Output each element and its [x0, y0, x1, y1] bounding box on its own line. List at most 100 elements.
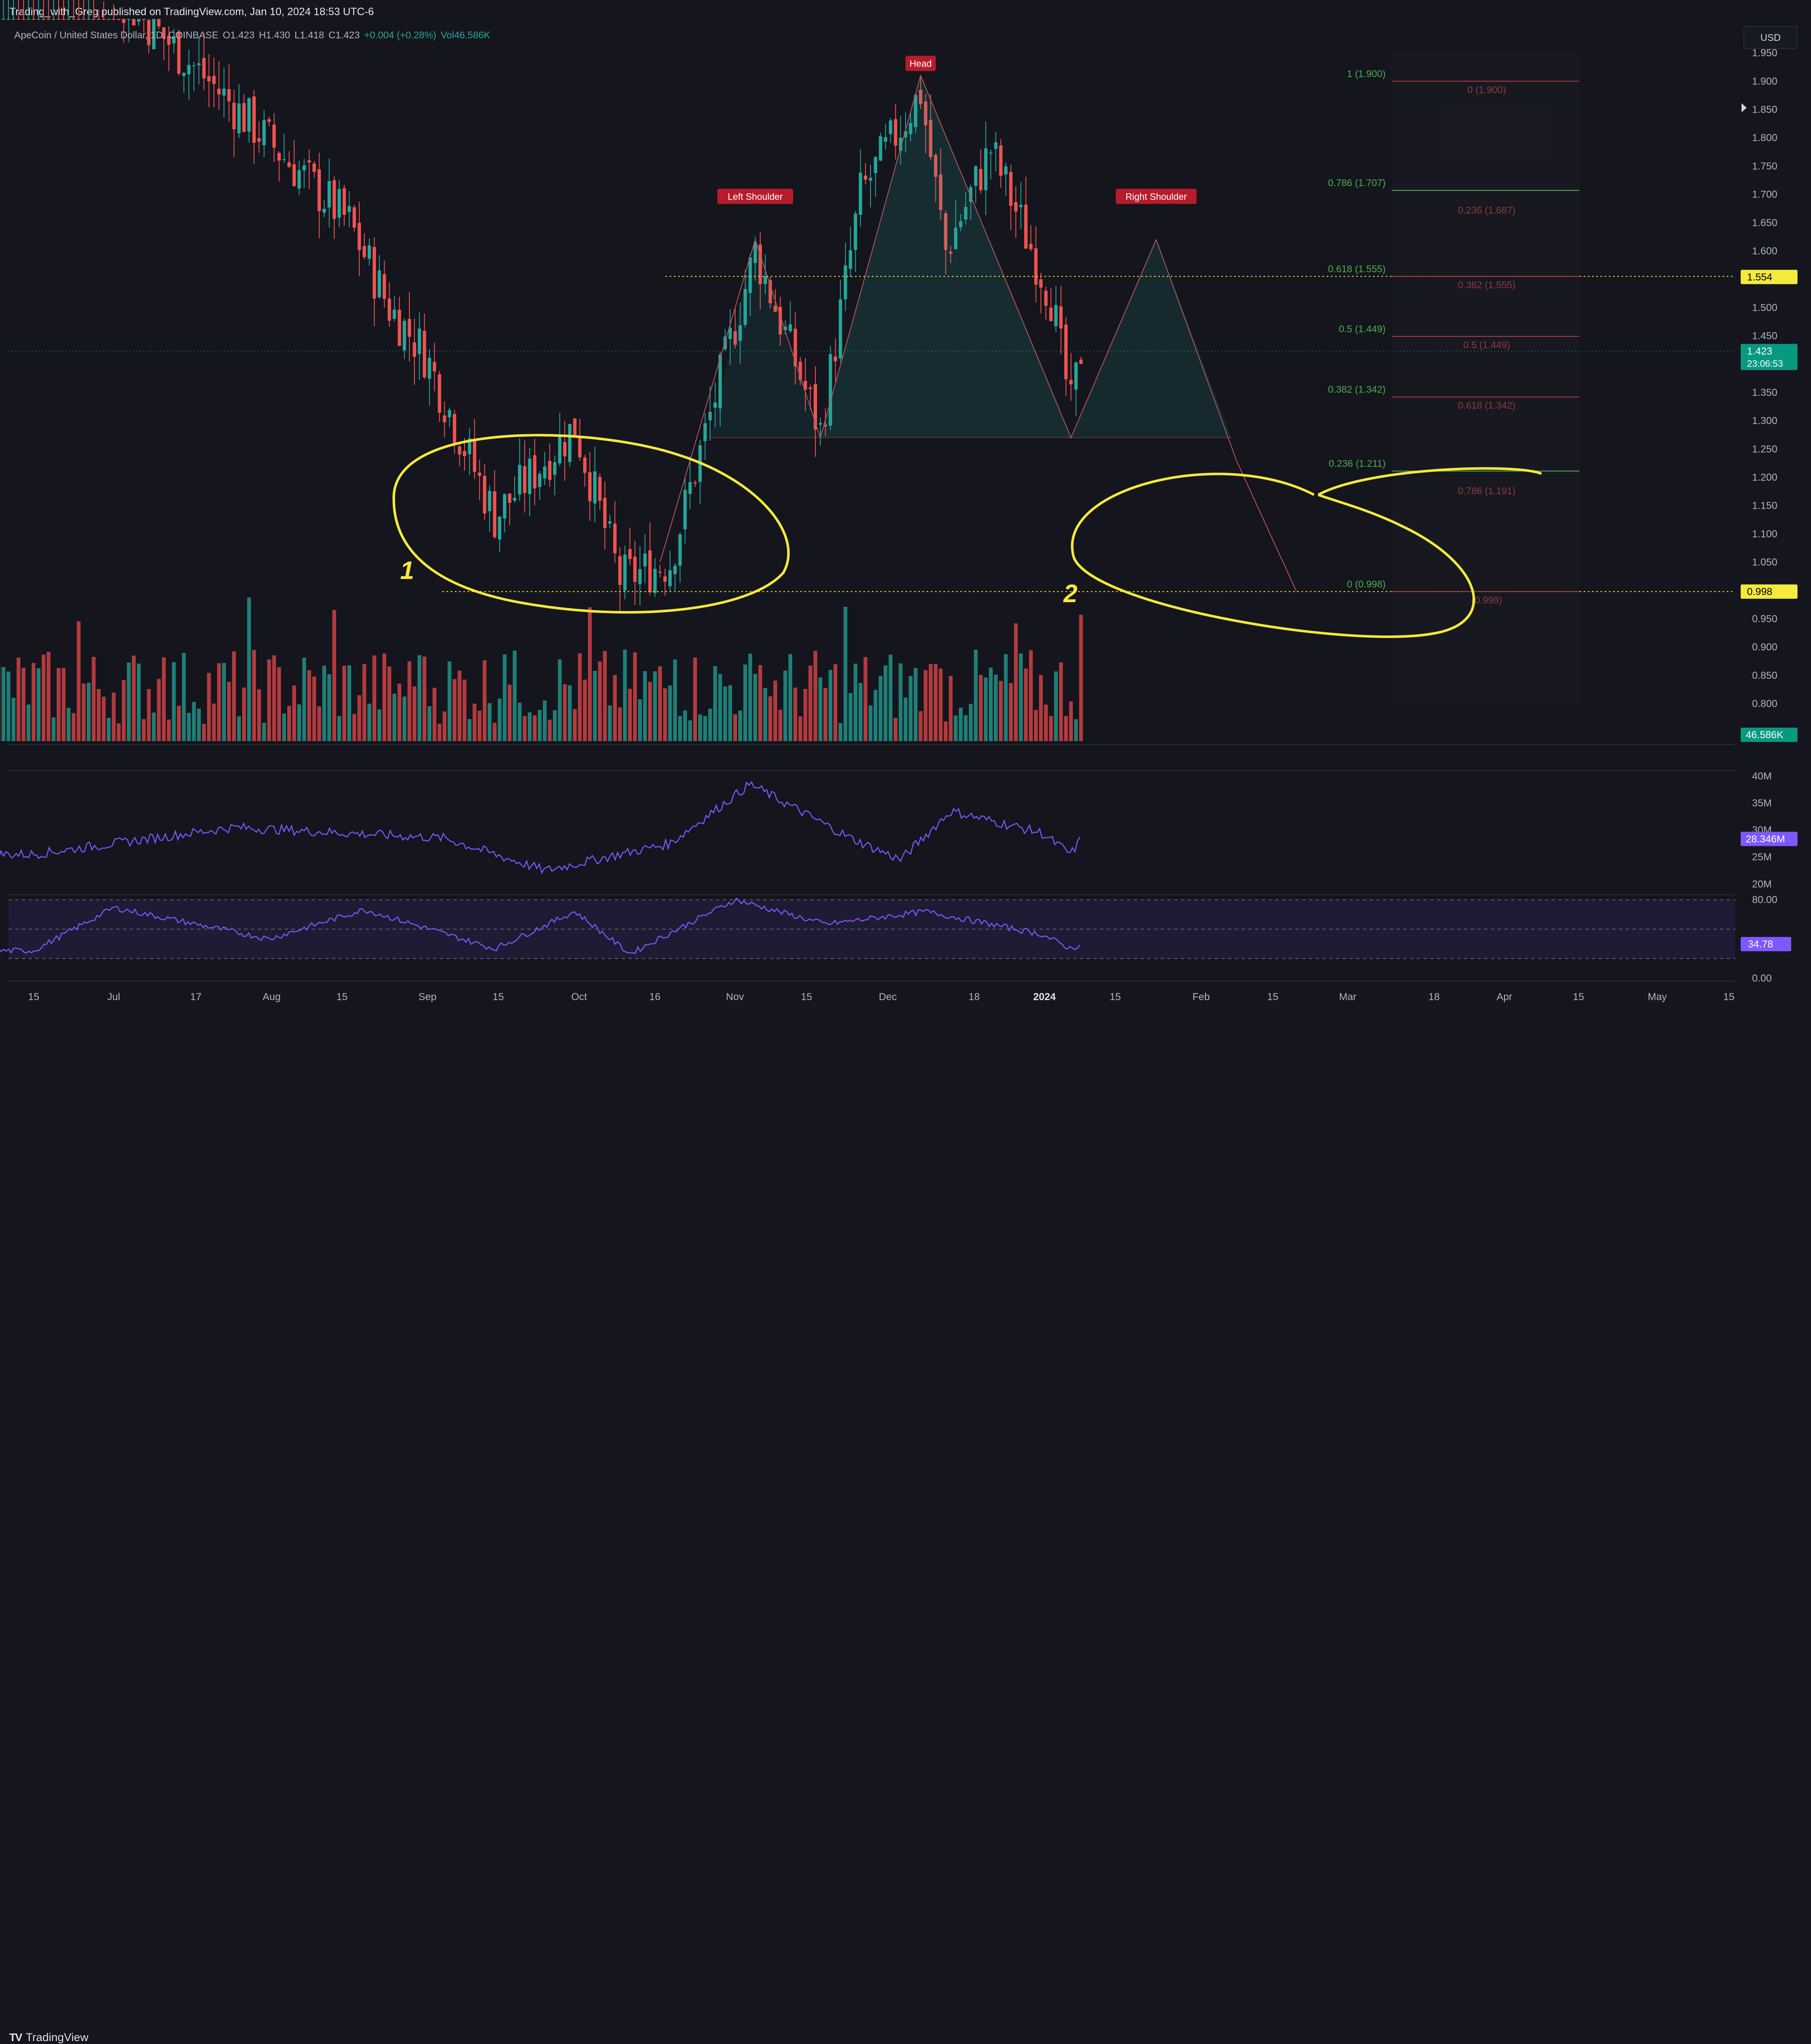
- volume-bar: [97, 689, 101, 741]
- volume-bar: [1054, 671, 1058, 741]
- volume-bar: [82, 683, 85, 741]
- tradingview-logo-icon: TV: [9, 2031, 21, 2044]
- volume-bar: [1019, 654, 1023, 741]
- price-axis: 1.9501.9001.8501.8001.7501.7001.6501.600…: [1752, 48, 1777, 738]
- candle: [789, 324, 792, 331]
- volume-bar: [272, 655, 276, 741]
- volume-bar: [929, 664, 932, 741]
- volume-bar: [783, 670, 787, 741]
- volume-bar: [322, 666, 326, 741]
- candle: [413, 342, 416, 357]
- candle: [1039, 279, 1043, 287]
- candle: [212, 76, 216, 84]
- time-tick-label: Mar: [1339, 991, 1356, 1003]
- candle: [643, 554, 646, 566]
- candle: [1004, 166, 1007, 174]
- candle: [338, 189, 341, 218]
- volume-bar: [287, 706, 291, 741]
- candle: [1049, 307, 1052, 321]
- candle: [994, 142, 997, 149]
- volume-bar: [453, 679, 457, 741]
- volume-bar: [583, 680, 587, 741]
- candle: [313, 163, 316, 172]
- candle: [428, 358, 431, 379]
- volume-bar: [292, 686, 296, 741]
- volume-bar: [1004, 654, 1008, 741]
- volume-bar: [473, 704, 476, 741]
- volume-bar: [693, 657, 697, 741]
- volume-bar: [909, 676, 913, 741]
- candle: [974, 166, 978, 186]
- volume-bar: [342, 666, 346, 741]
- volume-bars: [0, 598, 1083, 741]
- volume-bar: [713, 666, 717, 741]
- volume-bar: [232, 651, 236, 741]
- volume-bar: [894, 718, 897, 741]
- time-tick-label: Nov: [726, 991, 744, 1003]
- volume-bar: [413, 686, 417, 741]
- volume-bar: [839, 723, 842, 741]
- volume-bar: [448, 662, 451, 741]
- right-shoulder-label-text: Right Shoulder: [1125, 191, 1187, 202]
- fib-zone: [1392, 53, 1579, 704]
- candle: [623, 555, 627, 590]
- volume-bar: [873, 690, 877, 741]
- volume-bar: [417, 655, 421, 741]
- volume-bar: [458, 671, 462, 741]
- volume-bar: [21, 668, 25, 741]
- volume-bar: [177, 706, 181, 741]
- candle: [583, 458, 587, 473]
- volume-bar: [799, 716, 802, 741]
- candle: [864, 176, 867, 180]
- candle: [252, 96, 256, 143]
- candle: [272, 125, 276, 148]
- price-tick-label: 1.500: [1752, 302, 1777, 313]
- volume-bar: [889, 654, 892, 741]
- volume-bar: [663, 688, 667, 741]
- time-tick-label: 15: [1573, 991, 1584, 1003]
- osc-tick-label: 35M: [1752, 798, 1772, 809]
- candle: [197, 63, 200, 65]
- volume-bar: [77, 621, 80, 741]
- volume-bar: [297, 704, 301, 741]
- symbol-legend[interactable]: ApeCoin / United States Dollar, 1D, COIN…: [14, 29, 490, 41]
- time-tick-label: 18: [1429, 991, 1440, 1003]
- price-tick-label: 0.900: [1752, 642, 1777, 653]
- volume-bar: [588, 607, 592, 741]
- tradingview-brand[interactable]: TV TradingView: [9, 2031, 88, 2044]
- candle: [267, 119, 271, 122]
- candle: [663, 576, 667, 582]
- volume-bar: [142, 719, 146, 741]
- currency-button[interactable]: USD: [1744, 26, 1798, 49]
- chart-canvas[interactable]: 1.9501.9001.8501.8001.7501.7001.6501.600…: [0, 0, 1811, 1039]
- volume-bar: [222, 663, 226, 741]
- volume-bar: [578, 653, 582, 741]
- volume-bar: [814, 651, 817, 741]
- candle: [984, 148, 988, 190]
- axis-price-label-text: 1.423: [1747, 346, 1772, 357]
- candle: [668, 570, 672, 586]
- candle: [1054, 305, 1058, 326]
- candle: [603, 498, 606, 528]
- candle: [297, 170, 301, 188]
- symbol-name[interactable]: ApeCoin / United States Dollar, 1D, COIN…: [14, 29, 219, 40]
- price-tick-label: 1.750: [1752, 160, 1777, 172]
- candle: [593, 471, 596, 503]
- volume-bar: [332, 610, 336, 742]
- price-tick-label: 1.300: [1752, 415, 1777, 427]
- volume-bar: [372, 656, 376, 741]
- candle: [318, 169, 321, 211]
- candle: [157, 19, 160, 27]
- volume-bar: [117, 723, 120, 741]
- annotation-ellipse-1: [394, 435, 788, 612]
- volume-bar: [648, 682, 652, 741]
- candle: [478, 472, 481, 476]
- time-tick-label: 16: [649, 991, 661, 1003]
- axis-price-label-sub: 23:06:53: [1747, 358, 1783, 369]
- volume-bar: [673, 659, 677, 741]
- volume-bar: [317, 706, 321, 741]
- volume-bar: [593, 671, 597, 741]
- candle: [553, 462, 556, 475]
